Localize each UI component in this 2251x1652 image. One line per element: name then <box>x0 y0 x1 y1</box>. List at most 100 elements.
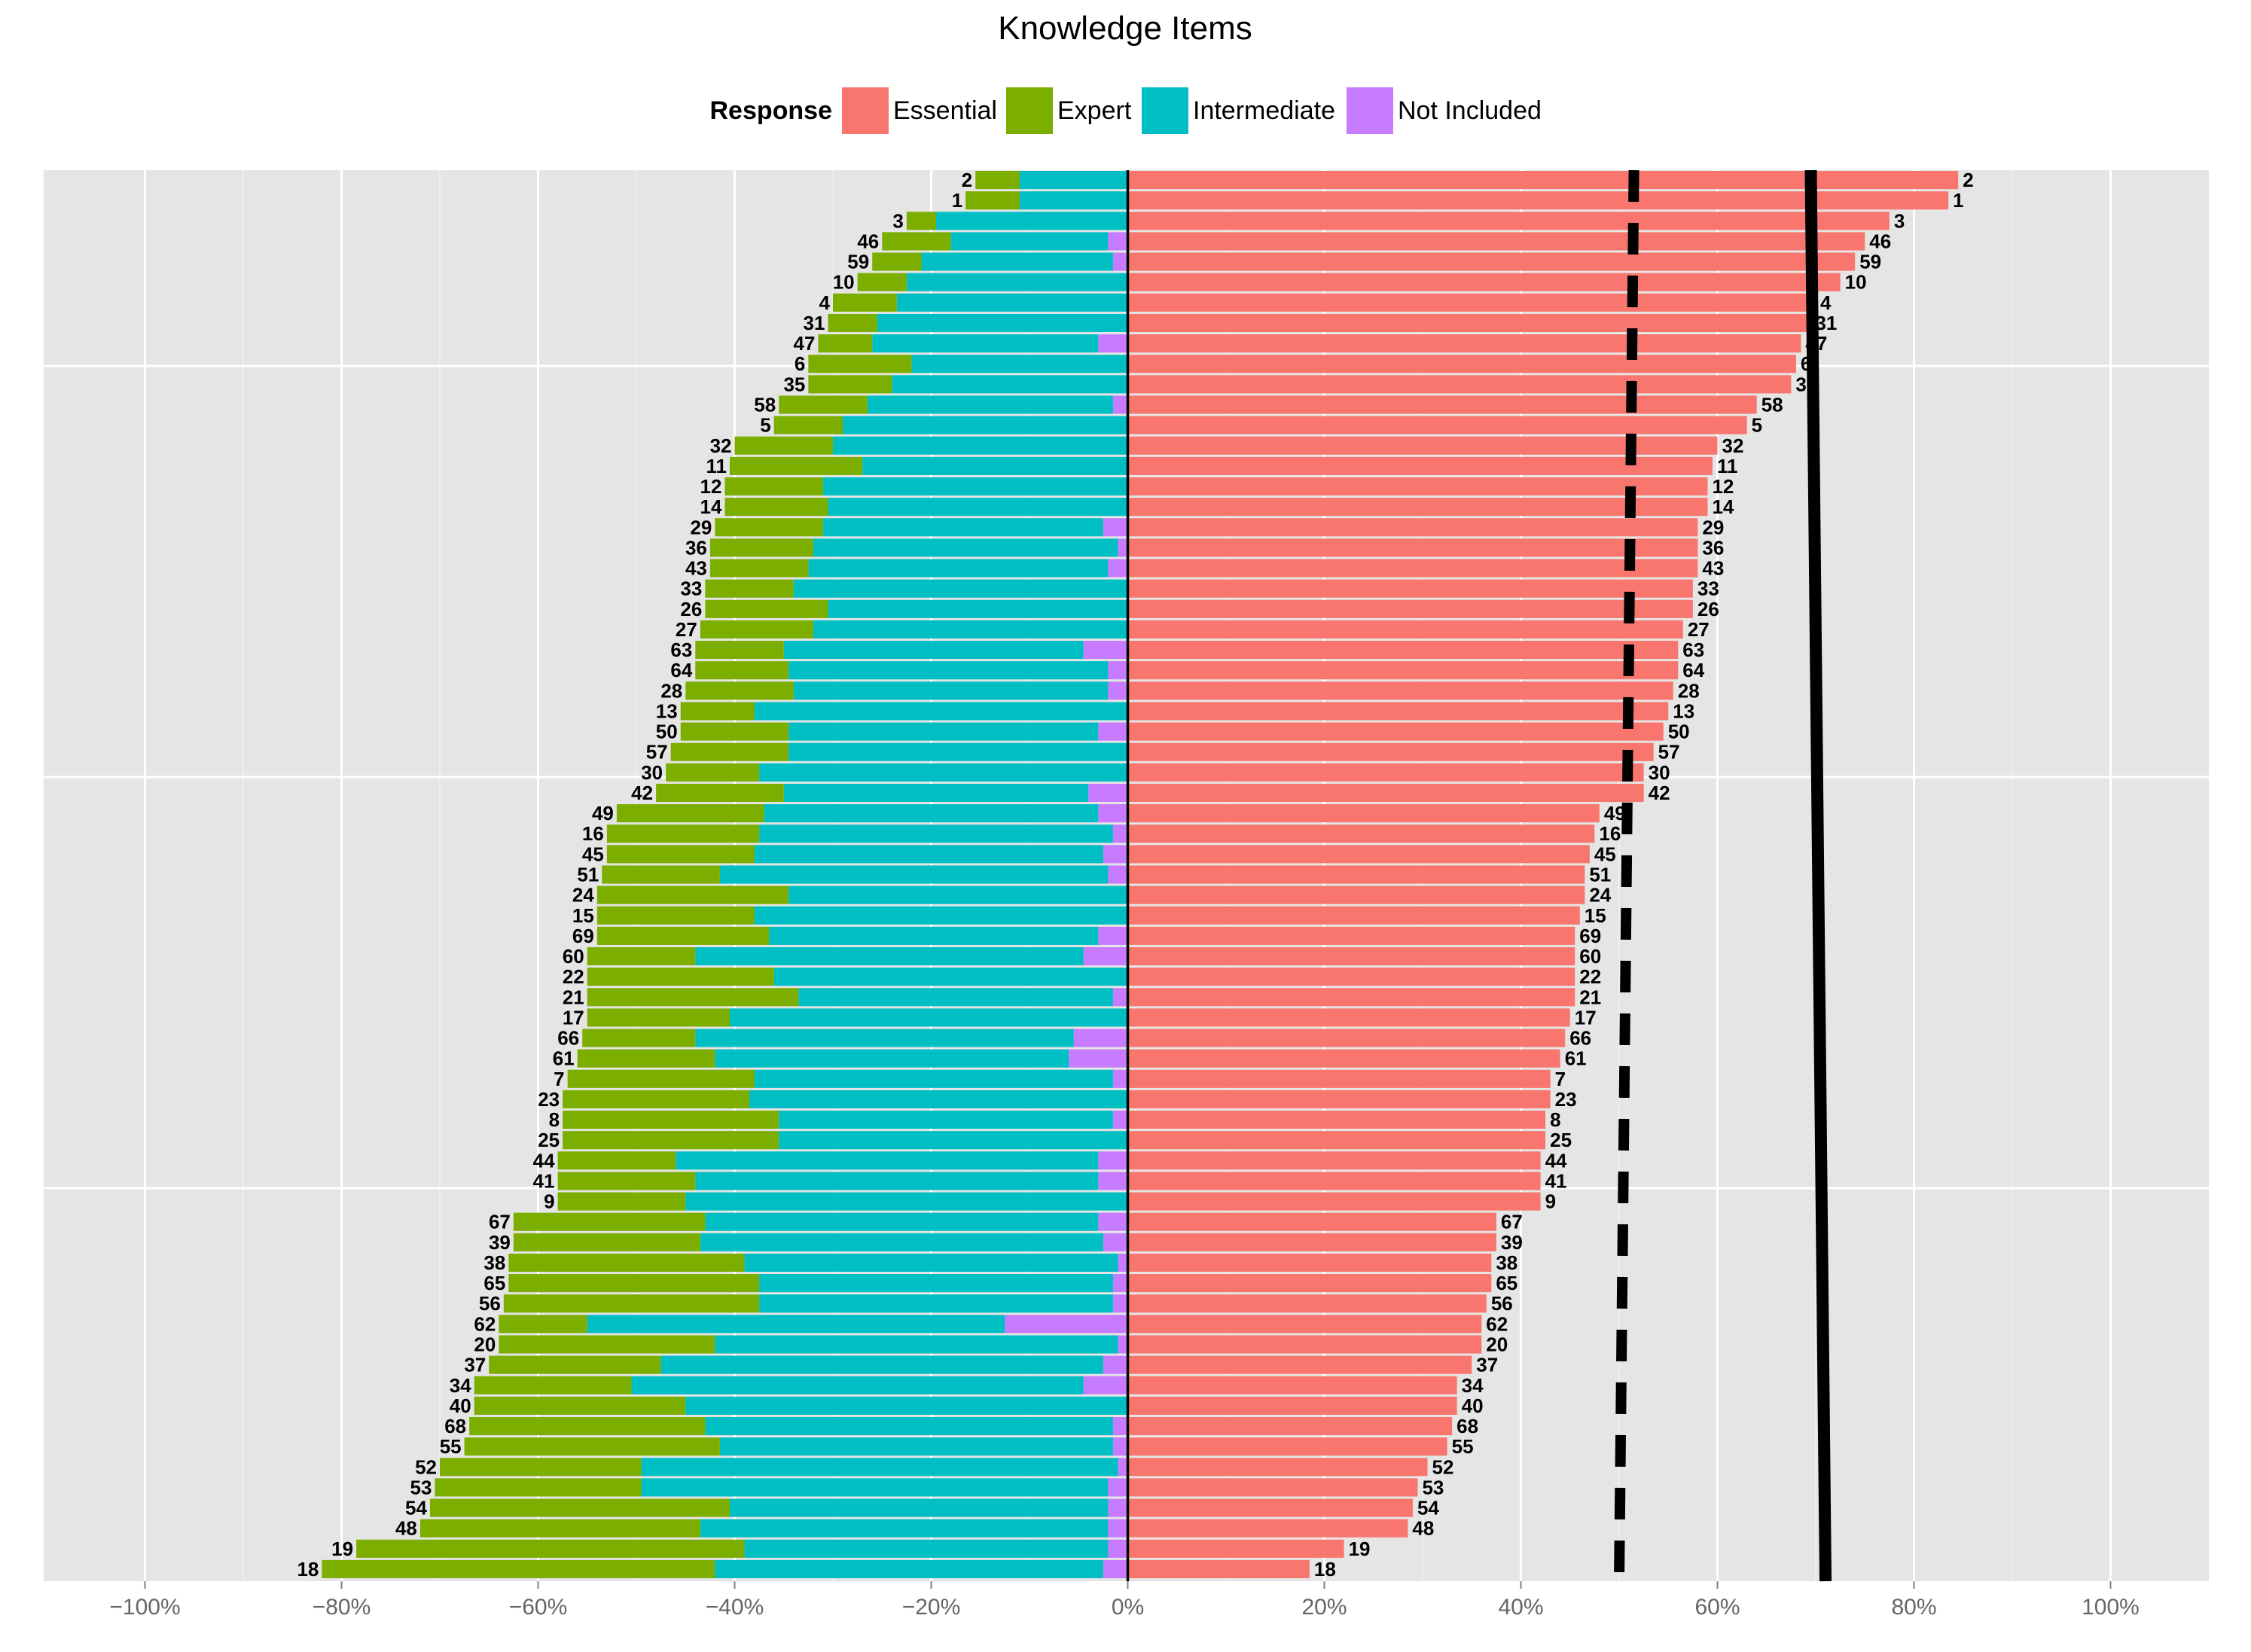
legend-swatch-not-included <box>1347 87 1393 134</box>
bar-intermediate-item-47 <box>872 334 1099 353</box>
bar-intermediate-item-11 <box>862 456 1128 475</box>
bar-essential-item-5 <box>1127 416 1747 434</box>
bar-essential-item-64 <box>1127 661 1679 680</box>
x-tick-label: −80% <box>313 1595 371 1620</box>
bar-essential-item-1 <box>1127 191 1949 210</box>
bar-expert-item-54 <box>429 1498 730 1517</box>
x-tick-label: 20% <box>1301 1595 1347 1620</box>
bar-expert-item-2 <box>975 171 1020 190</box>
item-label-right: 43 <box>1702 557 1724 580</box>
bar-expert-item-57 <box>670 742 789 761</box>
bar-intermediate-item-1 <box>1019 191 1128 210</box>
item-label-right: 60 <box>1579 945 1601 968</box>
item-label-right: 34 <box>1462 1374 1484 1397</box>
item-label-right: 17 <box>1575 1006 1597 1029</box>
item-label-left: 4 <box>819 291 831 314</box>
item-label-right: 41 <box>1545 1169 1567 1192</box>
bar-expert-item-20 <box>499 1335 715 1354</box>
bar-essential-item-47 <box>1127 334 1801 353</box>
bar-expert-item-32 <box>734 436 833 455</box>
item-label-left: 30 <box>641 761 663 784</box>
bar-intermediate-item-55 <box>719 1437 1113 1456</box>
bar-essential-item-9 <box>1127 1192 1541 1211</box>
bar-expert-item-40 <box>474 1396 686 1415</box>
item-label-right: 62 <box>1486 1312 1508 1335</box>
bar-essential-item-58 <box>1127 395 1757 414</box>
bar-essential-item-53 <box>1127 1478 1418 1497</box>
bar-essential-item-50 <box>1127 722 1664 741</box>
bar-not-included-item-47 <box>1098 334 1128 353</box>
bar-essential-item-65 <box>1127 1274 1492 1293</box>
item-label-right: 28 <box>1678 679 1700 702</box>
item-label-left: 63 <box>670 639 692 661</box>
item-label-left: 13 <box>656 700 678 722</box>
item-label-left: 57 <box>646 741 668 764</box>
bar-expert-item-42 <box>656 783 784 803</box>
item-label-left: 41 <box>533 1169 555 1192</box>
bar-essential-item-32 <box>1127 436 1718 455</box>
item-label-right: 13 <box>1673 700 1694 722</box>
bar-not-included-item-34 <box>1083 1376 1128 1394</box>
legend-swatch-intermediate <box>1142 87 1188 134</box>
bar-essential-item-33 <box>1127 579 1693 598</box>
bar-intermediate-item-8 <box>779 1111 1113 1129</box>
bar-intermediate-item-57 <box>788 742 1128 761</box>
bar-intermediate-item-22 <box>773 968 1128 986</box>
item-label-right: 27 <box>1688 618 1710 641</box>
item-label-left: 29 <box>690 516 712 538</box>
bar-essential-item-68 <box>1127 1416 1453 1436</box>
bar-expert-item-14 <box>724 498 828 517</box>
bar-intermediate-item-53 <box>641 1478 1109 1497</box>
bar-expert-item-19 <box>356 1539 745 1558</box>
item-label-left: 25 <box>538 1129 560 1151</box>
item-label-left: 69 <box>572 925 594 947</box>
bar-essential-item-46 <box>1127 232 1865 251</box>
bar-expert-item-22 <box>587 968 774 986</box>
x-tick-label: 40% <box>1498 1595 1543 1620</box>
bar-not-included-item-29 <box>1103 518 1128 537</box>
bar-essential-item-19 <box>1127 1539 1344 1558</box>
item-label-right: 51 <box>1589 864 1611 886</box>
x-tick-label: 100% <box>2082 1595 2140 1620</box>
item-label-left: 39 <box>489 1231 511 1254</box>
bar-essential-item-18 <box>1127 1559 1310 1578</box>
item-label-left: 37 <box>464 1354 486 1376</box>
reference-lines <box>1614 169 1832 1582</box>
bar-expert-item-43 <box>709 559 809 578</box>
bar-essential-item-14 <box>1127 498 1708 517</box>
bar-not-included-item-60 <box>1083 946 1128 966</box>
item-label-right: 21 <box>1579 986 1601 1008</box>
bar-intermediate-item-4 <box>896 293 1128 312</box>
bar-expert-item-52 <box>440 1458 642 1477</box>
bar-not-included-item-16 <box>1112 824 1128 843</box>
item-label-right: 19 <box>1349 1538 1371 1560</box>
bar-not-included-item-48 <box>1108 1519 1128 1538</box>
x-tick-label: 0% <box>1112 1595 1144 1620</box>
bar-intermediate-item-44 <box>676 1151 1099 1170</box>
bar-not-included-item-65 <box>1112 1274 1128 1293</box>
bar-expert-item-66 <box>582 1029 696 1047</box>
bar-expert-item-65 <box>508 1274 760 1293</box>
bar-intermediate-item-50 <box>788 722 1099 741</box>
bar-not-included-item-21 <box>1112 988 1128 1007</box>
bar-expert-item-17 <box>587 1008 730 1027</box>
item-label-left: 34 <box>450 1374 471 1397</box>
bar-intermediate-item-6 <box>911 355 1128 373</box>
bars <box>322 170 1959 1581</box>
legend-label-essential: Essential <box>893 96 997 125</box>
bar-expert-item-61 <box>577 1049 715 1068</box>
item-label-right: 32 <box>1722 434 1744 457</box>
bar-intermediate-item-46 <box>950 232 1109 251</box>
bar-essential-item-28 <box>1127 681 1673 700</box>
item-label-right: 14 <box>1712 495 1734 518</box>
item-label-right: 37 <box>1476 1354 1498 1376</box>
bar-essential-item-69 <box>1127 926 1575 945</box>
bar-essential-item-61 <box>1127 1049 1560 1068</box>
bar-expert-item-16 <box>606 824 760 843</box>
bar-expert-item-28 <box>685 681 794 700</box>
item-label-left: 15 <box>572 904 594 927</box>
bar-expert-item-9 <box>557 1192 686 1211</box>
bar-intermediate-item-48 <box>700 1519 1109 1538</box>
bar-intermediate-item-9 <box>685 1192 1128 1211</box>
bar-expert-item-11 <box>729 456 863 475</box>
